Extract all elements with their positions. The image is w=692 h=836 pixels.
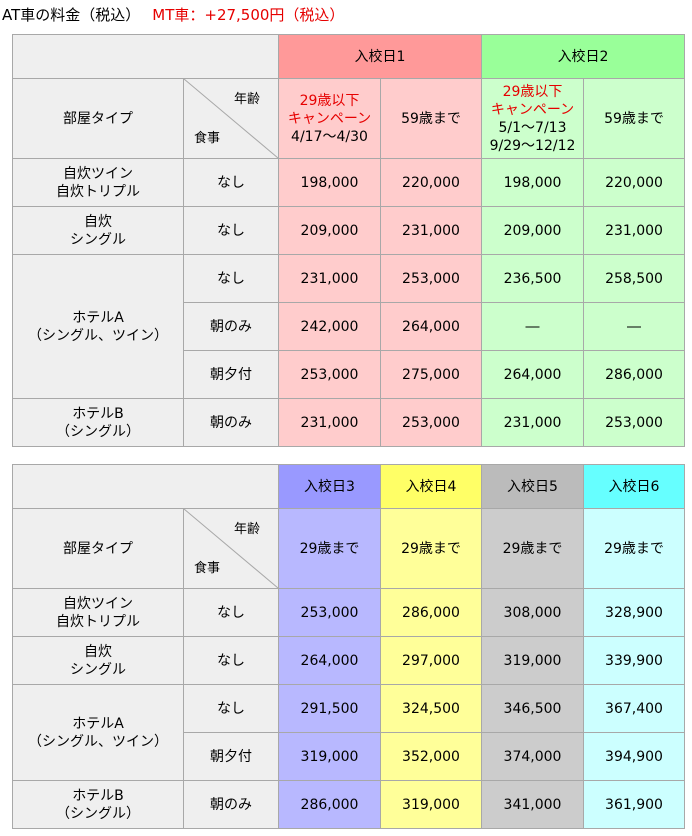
price-cell: 231,000 xyxy=(379,206,483,255)
meal-cell: なし xyxy=(183,254,279,303)
diagonal-line xyxy=(184,509,278,588)
price-cell: 308,000 xyxy=(481,588,584,637)
room-type-cell: ホテルB （シングル） xyxy=(12,780,184,829)
meal-cell: なし xyxy=(183,206,279,255)
price-cell: 231,000 xyxy=(278,254,381,303)
price-cell: 367,400 xyxy=(583,684,685,733)
age-29-cell: 29歳まで xyxy=(380,508,482,589)
price-cell: ― xyxy=(481,302,585,351)
corner-cell xyxy=(12,34,279,79)
price-cell: 275,000 xyxy=(379,350,483,399)
header-nyuko5: 入校日5 xyxy=(481,464,584,509)
price-cell: 258,500 xyxy=(583,254,686,303)
room-type-header: 部屋タイプ xyxy=(12,508,184,589)
campaign-cell-2: 29歳以下 キャンペーン 5/1～7/13 9/29～12/12 xyxy=(481,78,585,159)
price-cell: 324,500 xyxy=(380,684,482,733)
price-cell: 264,000 xyxy=(481,350,585,399)
price-cell: 361,900 xyxy=(583,780,685,829)
price-cell: 286,000 xyxy=(278,780,381,829)
room-type-cell: ホテルA （シングル、ツイン） xyxy=(12,684,184,781)
meal-cell: 朝夕付 xyxy=(183,732,279,781)
price-cell: 242,000 xyxy=(278,302,381,351)
campaign-period: 5/1～7/13 xyxy=(498,119,567,136)
price-cell: 231,000 xyxy=(278,398,381,447)
price-cell: 209,000 xyxy=(481,206,585,255)
at-price-title: AT車の料金（税込） xyxy=(2,6,141,24)
campaign-label: 29歳以下 キャンペーン xyxy=(490,83,575,118)
price-cell: ― xyxy=(583,302,686,351)
price-cell: 291,500 xyxy=(278,684,381,733)
price-cell: 253,000 xyxy=(379,398,483,447)
meal-cell: なし xyxy=(183,158,279,207)
campaign-period: 4/17～4/30 xyxy=(291,128,368,145)
price-cell: 264,000 xyxy=(379,302,483,351)
price-cell: 286,000 xyxy=(380,588,482,637)
age-59-cell: 59歳まで xyxy=(583,78,686,159)
campaign-cell-1: 29歳以下 キャンペーン 4/17～4/30 xyxy=(278,78,381,159)
age-label: 年齢 xyxy=(233,522,260,537)
header-nyuko4: 入校日4 xyxy=(380,464,482,509)
campaign-period: 9/29～12/12 xyxy=(489,137,576,154)
price-cell: 394,900 xyxy=(583,732,685,781)
corner-cell xyxy=(12,464,279,509)
price-cell: 198,000 xyxy=(481,158,585,207)
header-nyuko6: 入校日6 xyxy=(583,464,685,509)
price-cell: 374,000 xyxy=(481,732,584,781)
page-title: AT車の料金（税込） MT車：+27,500円（税込） xyxy=(2,5,344,25)
age-59-cell: 59歳まで xyxy=(379,78,483,159)
price-cell: 253,000 xyxy=(278,588,381,637)
price-cell: 253,000 xyxy=(583,398,686,447)
price-cell: 352,000 xyxy=(380,732,482,781)
price-cell: 346,500 xyxy=(481,684,584,733)
meal-label: 食事 xyxy=(194,131,221,146)
age-label: 年齢 xyxy=(233,92,260,107)
price-cell: 297,000 xyxy=(380,636,482,685)
price-cell: 236,500 xyxy=(481,254,585,303)
meal-cell: 朝のみ xyxy=(183,398,279,447)
price-cell: 328,900 xyxy=(583,588,685,637)
meal-cell: なし xyxy=(183,636,279,685)
meal-cell: 朝のみ xyxy=(183,302,279,351)
age-meal-header: 年齢 食事 xyxy=(183,78,279,159)
campaign-label: 29歳以下 キャンペーン xyxy=(287,92,372,127)
price-table-2: 入校日3 入校日4 入校日5 入校日6 部屋タイプ 年齢 食事 29歳まで 29… xyxy=(12,464,685,829)
meal-cell: 朝のみ xyxy=(183,780,279,829)
room-type-cell: 自炊ツイン 自炊トリプル xyxy=(12,158,184,207)
room-type-header: 部屋タイプ xyxy=(12,78,184,159)
price-cell: 231,000 xyxy=(481,398,585,447)
price-cell: 341,000 xyxy=(481,780,584,829)
meal-cell: 朝夕付 xyxy=(183,350,279,399)
meal-cell: なし xyxy=(183,684,279,733)
meal-label: 食事 xyxy=(194,561,221,576)
header-nyuko1: 入校日1 xyxy=(277,34,483,79)
price-cell: 209,000 xyxy=(278,206,381,255)
room-type-cell: ホテルA （シングル、ツイン） xyxy=(12,254,184,399)
room-type-cell: 自炊 シングル xyxy=(12,206,184,255)
price-cell: 220,000 xyxy=(379,158,483,207)
price-cell: 220,000 xyxy=(583,158,686,207)
header-nyuko3: 入校日3 xyxy=(278,464,381,509)
room-type-cell: ホテルB （シングル） xyxy=(12,398,184,447)
mt-surcharge: MT車：+27,500円（税込） xyxy=(152,6,345,24)
room-type-cell: 自炊ツイン 自炊トリプル xyxy=(12,588,184,637)
price-cell: 198,000 xyxy=(278,158,381,207)
price-cell: 231,000 xyxy=(583,206,686,255)
diagonal-line xyxy=(184,79,278,158)
header-nyuko2: 入校日2 xyxy=(481,34,686,79)
meal-cell: なし xyxy=(183,588,279,637)
room-type-cell: 自炊 シングル xyxy=(12,636,184,685)
price-table-1: 入校日1 入校日2 部屋タイプ 年齢 食事 29歳以下 キャンペーン 4/17～… xyxy=(12,34,686,447)
age-29-cell: 29歳まで xyxy=(278,508,381,589)
age-29-cell: 29歳まで xyxy=(481,508,584,589)
price-cell: 264,000 xyxy=(278,636,381,685)
price-cell: 339,900 xyxy=(583,636,685,685)
price-cell: 319,000 xyxy=(380,780,482,829)
price-cell: 286,000 xyxy=(583,350,686,399)
price-cell: 319,000 xyxy=(481,636,584,685)
age-29-cell: 29歳まで xyxy=(583,508,685,589)
price-cell: 319,000 xyxy=(278,732,381,781)
price-cell: 253,000 xyxy=(379,254,483,303)
age-meal-header: 年齢 食事 xyxy=(183,508,279,589)
price-cell: 253,000 xyxy=(278,350,381,399)
